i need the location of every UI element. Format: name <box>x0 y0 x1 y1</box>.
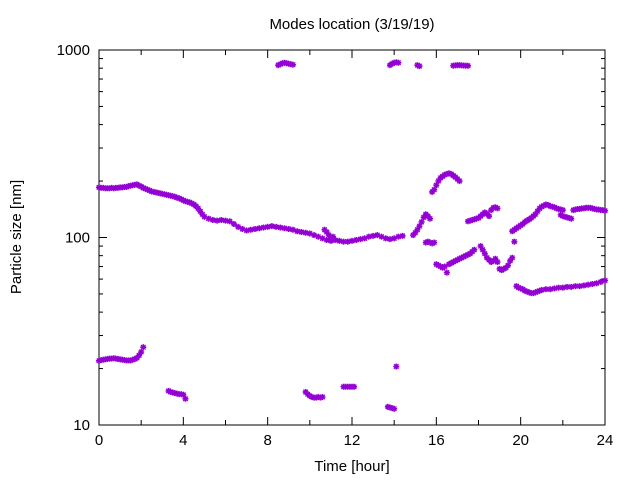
x-tick-label: 4 <box>179 432 187 449</box>
data-point <box>319 394 326 401</box>
data-point <box>568 215 575 222</box>
data-point <box>393 363 400 370</box>
data-points <box>96 59 608 412</box>
data-point <box>559 207 566 214</box>
x-axis-ticks: 0 4 8 12 16 20 24 <box>95 50 614 449</box>
data-point <box>230 221 237 228</box>
y-axis-label: Particle size [nm] <box>8 180 25 294</box>
data-point <box>140 344 147 351</box>
data-point <box>602 277 608 284</box>
data-point <box>351 383 358 390</box>
plot-frame <box>98 49 606 426</box>
data-point <box>416 63 423 70</box>
x-tick-label: 8 <box>263 432 271 449</box>
data-point <box>386 236 393 243</box>
data-point <box>427 215 434 222</box>
x-axis-label: Time [hour] <box>314 458 389 475</box>
data-point <box>443 269 450 276</box>
chart-title: Modes location (3/19/19) <box>269 16 434 33</box>
y-tick-label: 1000 <box>57 42 90 59</box>
data-point <box>344 238 351 245</box>
data-point <box>464 62 471 69</box>
x-tick-label: 16 <box>428 432 445 449</box>
data-point <box>395 59 402 66</box>
y-tick-label: 10 <box>73 417 90 434</box>
x-tick-label: 20 <box>512 432 529 449</box>
y-tick-label: 100 <box>65 230 90 247</box>
x-tick-label: 24 <box>597 432 614 449</box>
x-tick-label: 0 <box>95 432 103 449</box>
data-point <box>289 61 296 68</box>
data-point <box>182 395 189 402</box>
data-point <box>391 405 398 412</box>
data-point <box>431 239 438 246</box>
data-point <box>471 246 478 253</box>
data-point <box>494 205 501 212</box>
x-tick-label: 12 <box>344 432 361 449</box>
data-point <box>486 213 493 220</box>
data-point <box>138 349 145 356</box>
data-point <box>418 218 425 225</box>
data-point <box>399 232 406 239</box>
data-point <box>511 238 518 245</box>
data-point <box>542 286 549 293</box>
data-point <box>330 233 337 240</box>
data-point <box>602 207 608 214</box>
data-point <box>509 254 516 261</box>
y-axis-ticks: 10 100 1000 <box>57 42 605 434</box>
data-point <box>494 259 501 266</box>
data-point <box>505 262 512 269</box>
data-point <box>226 218 233 225</box>
data-point <box>209 216 216 223</box>
data-point <box>456 178 463 185</box>
